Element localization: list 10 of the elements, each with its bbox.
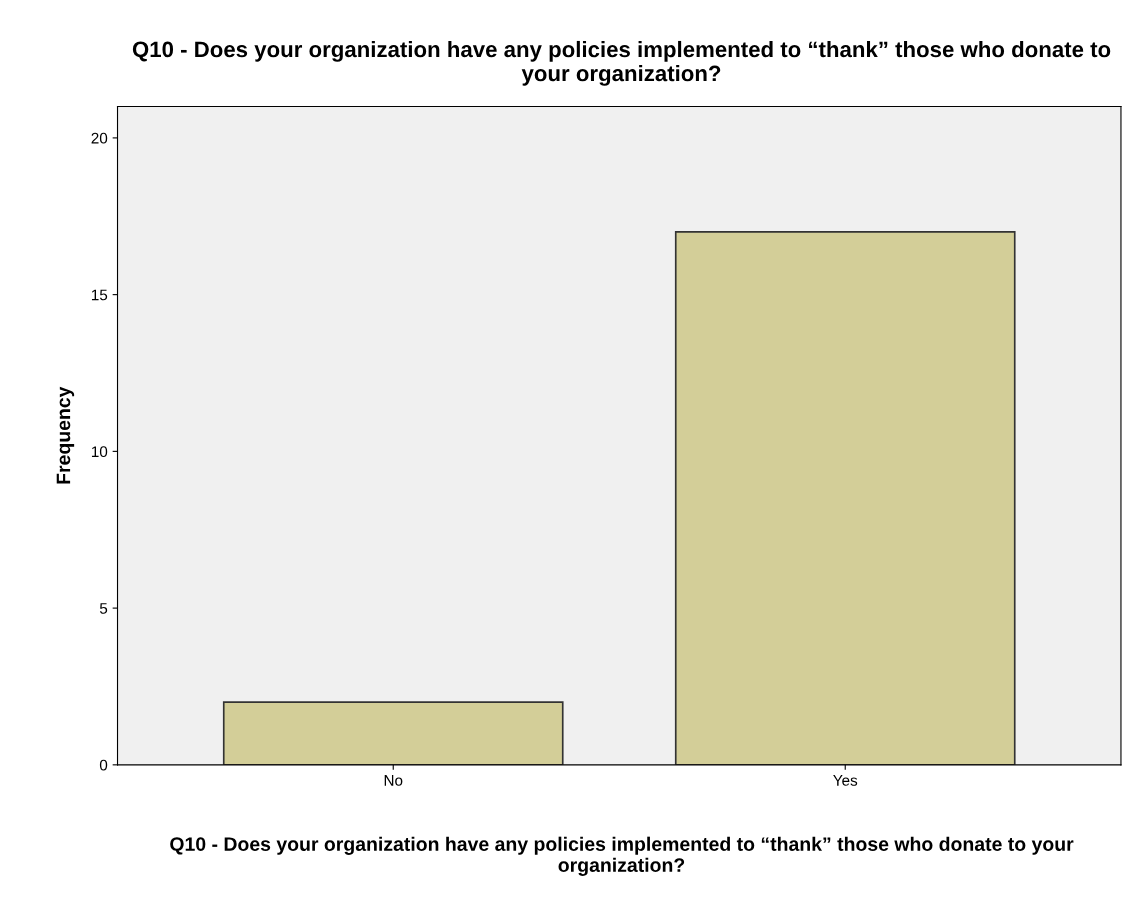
y-tick-label: 10 (91, 446, 108, 458)
x-tick-label: No (384, 775, 403, 786)
chart-title: Q10 - Does your organization have any policies implemented to “thank” those who donate to your organization? (132, 40, 1111, 86)
x-axis-title: Q10 - Does your organization have any policies implemented to “thank” those who donate to your organization? (170, 836, 1074, 876)
y-tick-label: 20 (91, 132, 108, 144)
y-tick-label: 5 (99, 603, 108, 614)
y-tick-label: 15 (91, 289, 108, 301)
y-axis-title: Frequency (56, 386, 75, 484)
x-tick-label: Yes (833, 775, 858, 786)
y-tick-label: 0 (99, 759, 108, 771)
